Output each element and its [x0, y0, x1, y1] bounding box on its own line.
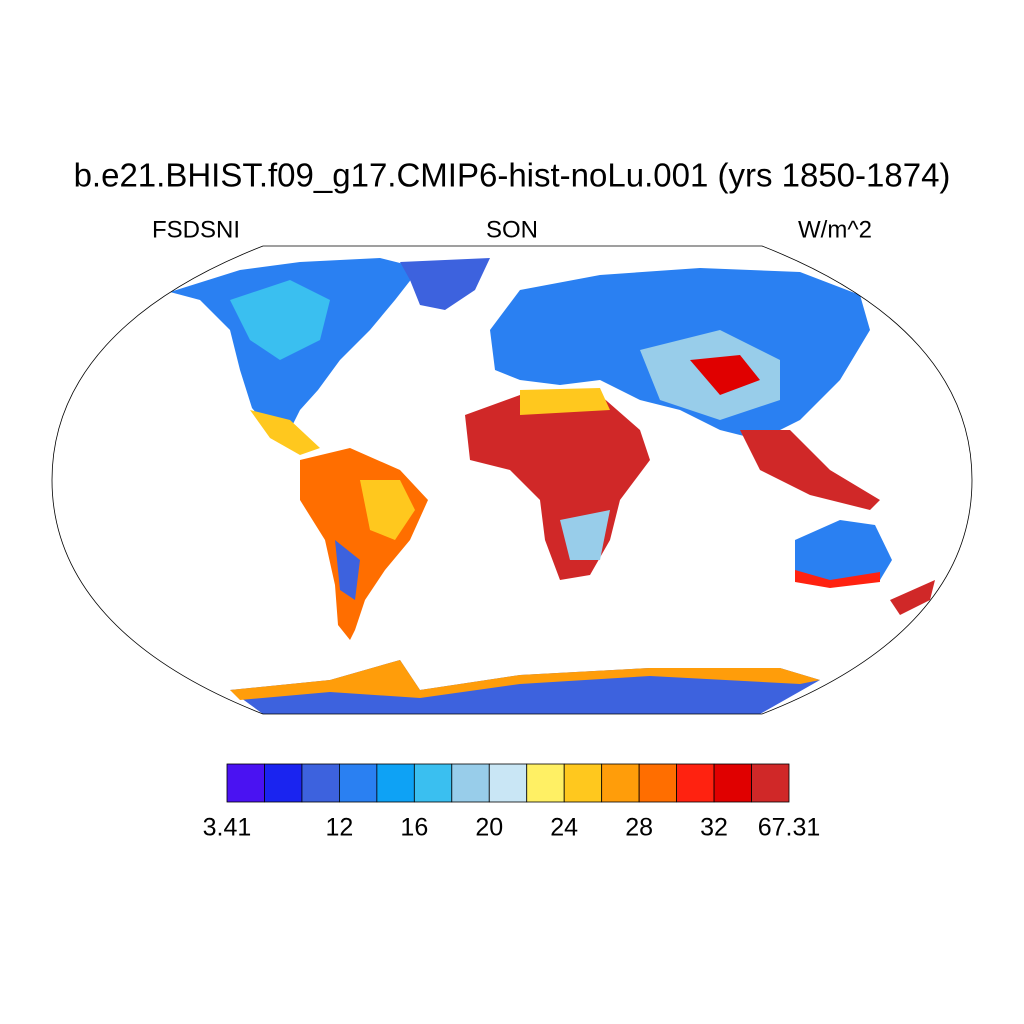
- colorbar-label: 20: [475, 814, 503, 842]
- colorbar-box: [713, 763, 752, 803]
- region: [560, 510, 610, 560]
- colorbar-label: 32: [700, 814, 728, 842]
- colorbar-label: 12: [325, 814, 353, 842]
- left-label: FSDSNI: [152, 216, 240, 243]
- region: [335, 540, 360, 600]
- colorbar-box: [226, 763, 265, 803]
- colorbar-box: [301, 763, 340, 803]
- colorbar-box: [376, 763, 415, 803]
- region: [360, 480, 415, 540]
- region: [230, 280, 330, 360]
- title: b.e21.BHIST.f09_g17.CMIP6-hist-noLu.001 …: [74, 157, 951, 194]
- colorbar-box: [488, 763, 528, 803]
- map-border: [51, 245, 973, 715]
- region: [795, 570, 880, 588]
- colorbar-box: [638, 763, 678, 803]
- greenland: [400, 258, 490, 310]
- new-zealand: [890, 580, 935, 615]
- region: [520, 388, 610, 415]
- colorbar-box: [751, 763, 790, 803]
- center-label: SON: [486, 216, 538, 243]
- colorbar-box: [413, 763, 453, 803]
- map: [51, 245, 973, 715]
- colorbar-box: [676, 763, 715, 803]
- colorbar-label: 16: [400, 814, 428, 842]
- africa: [465, 395, 650, 580]
- south-america: [300, 448, 428, 640]
- colorbar-box: [451, 763, 490, 803]
- colorbar-box: [264, 763, 303, 803]
- colorbar-label: 24: [550, 814, 578, 842]
- colorbar-box: [526, 763, 565, 803]
- colorbar-box: [338, 763, 378, 803]
- australia: [795, 520, 892, 585]
- southeast-asia: [740, 430, 880, 510]
- region: [250, 410, 320, 455]
- colorbar-box: [601, 763, 640, 803]
- colorbar: 3.41 12 16 20 24 28 32 67.31: [203, 763, 821, 842]
- colorbar-label: 3.41: [203, 814, 252, 842]
- region: [230, 660, 820, 700]
- region: [690, 355, 760, 395]
- colorbar-box: [563, 763, 603, 803]
- land: [170, 258, 935, 714]
- right-label: W/m^2: [798, 216, 872, 243]
- colorbar-label: 28: [625, 814, 653, 842]
- colorbar-label: 67.31: [758, 814, 821, 842]
